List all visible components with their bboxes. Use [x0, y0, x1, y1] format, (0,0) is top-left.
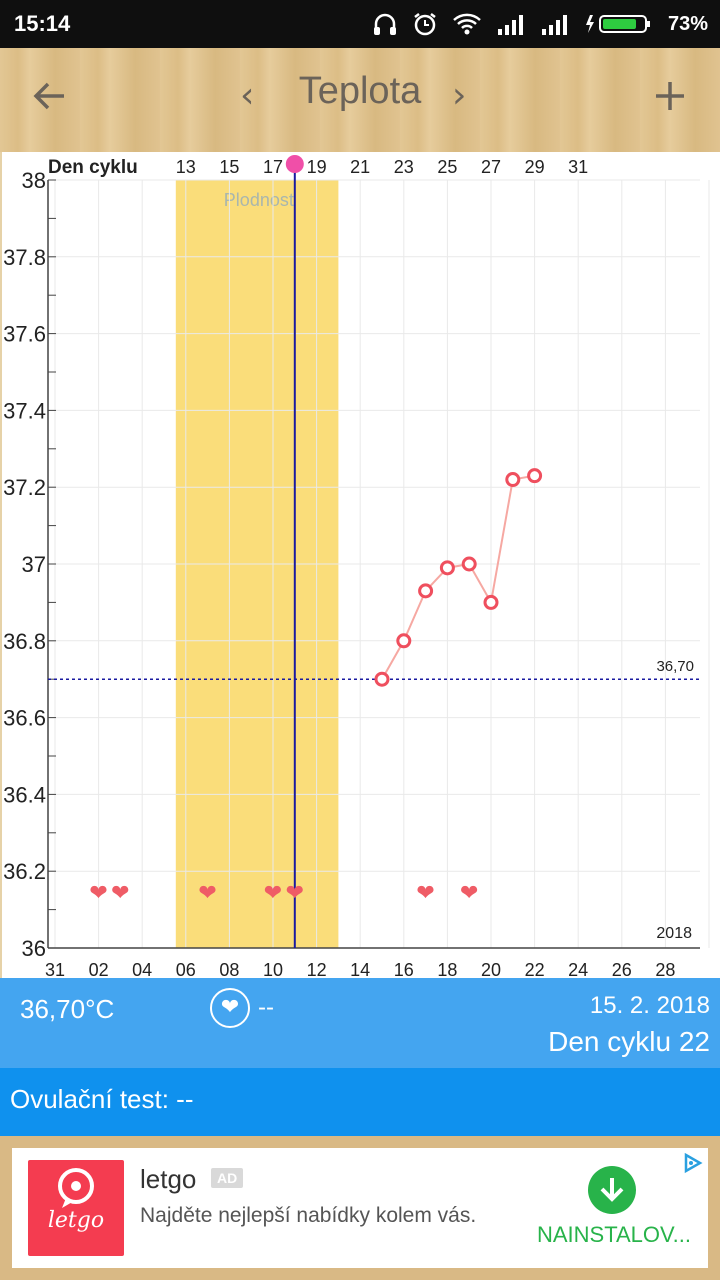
- heart-icon: ❤: [286, 881, 304, 906]
- bottom-tick-label: 10: [263, 960, 283, 978]
- y-tick-label: 36.8: [3, 629, 46, 654]
- top-tick-label: 29: [525, 157, 545, 177]
- ad-badge: AD: [211, 1168, 244, 1188]
- info-bar: 36,70°C ❤ -- 15. 2. 2018 Den cyklu 22: [0, 978, 720, 1068]
- ad-banner[interactable]: letgo letgo AD Najděte nejlepší nabídky …: [12, 1148, 708, 1268]
- signal-icon: [497, 15, 523, 35]
- temperature-point: [527, 468, 543, 484]
- top-tick-label: 25: [437, 157, 457, 177]
- chart-svg: Plodnost 38 37.8 37.6 37.4 37.2 37 36.8 36.6 36.4…: [3, 155, 710, 978]
- y-tick-label: 37.4: [3, 398, 46, 423]
- y-tick-label: 37.6: [3, 322, 46, 347]
- headphones-icon: [373, 13, 396, 35]
- temperature-line: [381, 474, 535, 680]
- temperature-point: [505, 472, 521, 488]
- bottom-tick-label: 28: [655, 960, 675, 978]
- y-tick-label: 37.8: [3, 245, 46, 270]
- page-title: Teplota: [298, 70, 422, 112]
- logo-wordmark: letgo: [47, 1208, 105, 1233]
- selected-temperature: 36,70°C: [20, 994, 115, 1024]
- temperature-point: [374, 671, 390, 687]
- download-icon[interactable]: [588, 1166, 636, 1214]
- add-button[interactable]: [650, 76, 690, 116]
- letgo-logo: letgo: [28, 1160, 124, 1256]
- temperature-point: [439, 560, 455, 576]
- bottom-tick-label: 31: [45, 960, 65, 978]
- bottom-tick-label: 24: [568, 960, 588, 978]
- wifi-icon: [453, 13, 481, 35]
- heart-icon: ❤: [111, 881, 129, 906]
- top-tick-label: 23: [394, 157, 414, 177]
- fertile-label: Plodnost: [224, 190, 294, 210]
- top-tick-label: 31: [568, 157, 588, 177]
- chevron-right-icon: ›: [452, 75, 467, 116]
- y-tick-label: 38: [22, 168, 46, 193]
- bottom-tick-label: 26: [612, 960, 632, 978]
- year-label: 2018: [656, 925, 692, 942]
- bottom-tick-label: 22: [525, 960, 545, 978]
- heart-icon: ❤: [210, 988, 250, 1028]
- battery-percent: 73%: [667, 12, 708, 35]
- install-button[interactable]: NAINSTALOV...: [536, 1222, 692, 1247]
- bottom-tick-label: 14: [350, 960, 370, 978]
- top-tick-label: 27: [481, 157, 501, 177]
- plus-icon: [656, 82, 684, 110]
- app-bar: ‹ Teplota ›: [0, 48, 720, 152]
- temperature-point: [418, 583, 434, 599]
- adchoices-icon[interactable]: [680, 1152, 704, 1174]
- heart-icon: ❤: [460, 881, 478, 906]
- arrow-left-icon: [33, 82, 64, 110]
- bottom-tick-label: 02: [89, 960, 109, 978]
- cycle-axis-label: Den cyklu: [48, 157, 138, 178]
- temperature-chart[interactable]: Plodnost 38 37.8 37.6 37.4 37.2 37 36.8 36.6 36.4…: [0, 152, 720, 978]
- heart-icon: ❤: [198, 881, 216, 906]
- top-tick-label: 15: [219, 157, 239, 177]
- bottom-tick-label: 04: [132, 960, 152, 978]
- bottom-tick-label: 08: [219, 960, 239, 978]
- next-chart-button[interactable]: ›: [452, 78, 466, 114]
- top-tick-label: 17: [263, 157, 283, 177]
- status-time: 15:14: [14, 11, 71, 36]
- speech-bubble-icon: [58, 1168, 94, 1208]
- chevron-left-icon: ‹: [240, 75, 255, 116]
- heart-icon: ❤: [89, 881, 107, 906]
- top-tick-label: 21: [350, 157, 370, 177]
- battery-icon: [585, 15, 650, 33]
- status-bar: 15:14 73%: [0, 0, 720, 48]
- bottom-tick-label: 12: [307, 960, 327, 978]
- alarm-icon: [414, 13, 436, 36]
- y-tick-label: 36: [22, 936, 46, 961]
- today-marker: [285, 155, 304, 173]
- bottom-tick-label: 18: [437, 960, 457, 978]
- temperature-point: [483, 594, 499, 610]
- ad-title: letgo: [140, 1164, 197, 1194]
- bottom-tick-label: 16: [394, 960, 414, 978]
- status-icons: 73%: [372, 0, 708, 48]
- y-tick-label: 36.2: [3, 859, 46, 884]
- temperature-point: [396, 633, 412, 649]
- y-tick-label: 37: [22, 552, 46, 577]
- cycle-day: Den cyklu 22: [548, 1026, 710, 1057]
- back-button[interactable]: [30, 76, 70, 116]
- signal-icon-2: [541, 15, 567, 35]
- heart-value: --: [258, 994, 274, 1021]
- heart-icon: ❤: [416, 881, 434, 906]
- top-tick-label: 19: [307, 157, 327, 177]
- heart-icon: ❤: [264, 881, 282, 906]
- ovulation-test-bar: Ovulační test: --: [0, 1068, 720, 1136]
- y-tick-label: 36.4: [3, 782, 46, 807]
- y-tick-label: 37.2: [3, 475, 46, 500]
- bottom-tick-label: 06: [176, 960, 196, 978]
- bottom-tick-label: 20: [481, 960, 501, 978]
- temperature-point: [461, 556, 477, 572]
- ovulation-test-text: Ovulační test: --: [10, 1084, 194, 1114]
- y-tick-label: 36.6: [3, 706, 46, 731]
- selected-date: 15. 2. 2018: [589, 992, 710, 1019]
- top-tick-label: 13: [176, 157, 196, 177]
- coverline-label: 36,70: [656, 658, 694, 675]
- ad-description: Najděte nejlepší nabídky kolem vás.: [140, 1204, 477, 1227]
- previous-chart-button[interactable]: ‹: [240, 78, 254, 114]
